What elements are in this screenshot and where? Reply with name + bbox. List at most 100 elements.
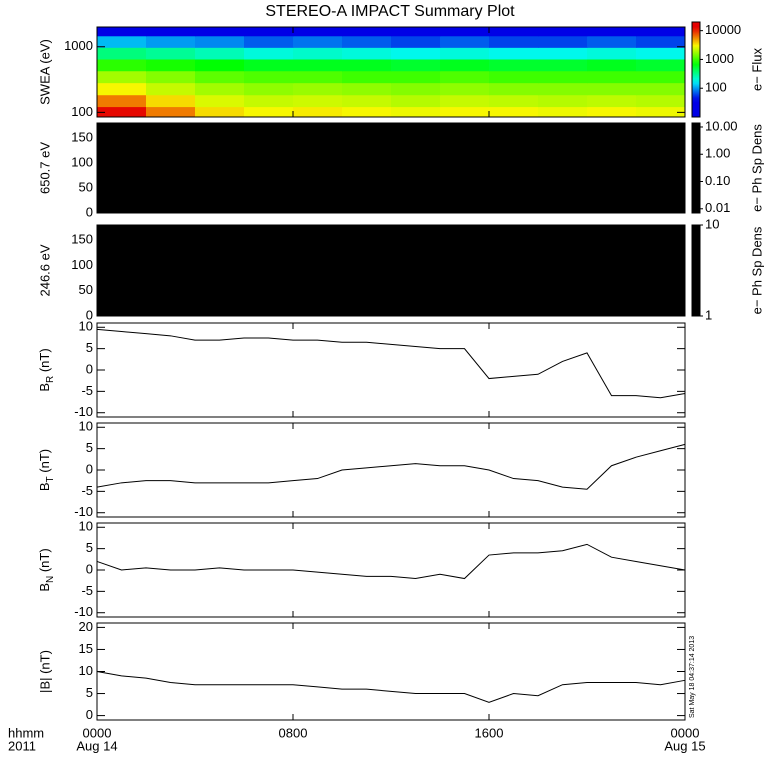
y-axis-label: BT (nT) bbox=[37, 449, 55, 491]
flux-cell bbox=[342, 70, 392, 84]
flux-cell bbox=[342, 58, 392, 72]
y-axis-label: |B| (nT) bbox=[37, 650, 52, 693]
flux-cell bbox=[97, 82, 147, 96]
flux-cell bbox=[391, 27, 441, 37]
axis-prefix: 2011 bbox=[8, 738, 36, 753]
date-label: Aug 14 bbox=[76, 738, 117, 753]
flux-cell bbox=[391, 82, 441, 96]
field-line bbox=[96, 443, 686, 490]
colorbar bbox=[691, 21, 701, 118]
flux-cell bbox=[538, 47, 588, 60]
flux-cell bbox=[587, 47, 637, 60]
flux-cell bbox=[489, 58, 539, 72]
y-axis-label: BR (nT) bbox=[37, 348, 55, 391]
flux-cell bbox=[195, 58, 245, 72]
panel-frame bbox=[96, 422, 686, 518]
colorbar-label: e− Ph Sp Dens bbox=[749, 226, 764, 314]
y-tick-label: 0 bbox=[86, 204, 93, 219]
plot-title: STEREO-A IMPACT Summary Plot bbox=[265, 3, 515, 20]
flux-cell bbox=[440, 106, 490, 118]
y-tick-label: -5 bbox=[81, 583, 93, 598]
flux-cell bbox=[244, 35, 294, 48]
flux-cell bbox=[97, 58, 147, 72]
empty-panel bbox=[97, 225, 685, 316]
flux-cell bbox=[146, 94, 196, 108]
flux-cell bbox=[538, 70, 588, 84]
flux-cell bbox=[587, 106, 637, 118]
empty-panel bbox=[97, 123, 685, 213]
y-axis-label: SWEA (eV) bbox=[37, 39, 52, 105]
flux-cell bbox=[391, 106, 441, 118]
y-axis-label: BN (nT) bbox=[37, 548, 55, 591]
flux-cell bbox=[293, 82, 343, 96]
flux-cell bbox=[636, 47, 686, 60]
y-tick-label: 150 bbox=[71, 129, 93, 144]
flux-cell bbox=[489, 70, 539, 84]
y-tick-label: 100 bbox=[71, 154, 93, 169]
y-axis-label: 246.6 eV bbox=[37, 244, 52, 296]
panel-frame bbox=[96, 26, 686, 118]
y-tick-label: 5 bbox=[86, 340, 93, 355]
y-tick-label: -10 bbox=[74, 404, 93, 419]
x-tick-label: 0000 bbox=[83, 725, 112, 740]
flux-cell bbox=[587, 70, 637, 84]
flux-cell bbox=[342, 47, 392, 60]
colorbar bbox=[691, 122, 701, 214]
flux-cell bbox=[146, 106, 196, 118]
flux-cell bbox=[440, 35, 490, 48]
flux-cell bbox=[440, 94, 490, 108]
y-tick-label: 0 bbox=[86, 561, 93, 576]
y-tick-label: 50 bbox=[79, 179, 93, 194]
flux-cell bbox=[440, 47, 490, 60]
flux-cell bbox=[244, 27, 294, 37]
flux-cell bbox=[342, 27, 392, 37]
y-label-unit: (nT) bbox=[37, 449, 52, 476]
flux-cell bbox=[391, 35, 441, 48]
colorbar-tick-label: 100 bbox=[705, 80, 727, 95]
y-tick-label: 15 bbox=[79, 641, 93, 656]
flux-cell bbox=[489, 94, 539, 108]
colorbar-tick-label: 10000 bbox=[705, 22, 741, 37]
flux-cell bbox=[97, 27, 147, 37]
flux-cell bbox=[391, 47, 441, 60]
colorbar-tick-label: 1 bbox=[705, 307, 712, 322]
flux-cell bbox=[636, 106, 686, 118]
timestamp: Sat May 18 04:37:14 2013 bbox=[689, 636, 696, 718]
flux-cell bbox=[587, 82, 637, 96]
colorbar-label: e− Ph Sp Dens bbox=[749, 124, 764, 212]
y-tick-label: 10 bbox=[79, 419, 93, 434]
y-tick-label: 5 bbox=[86, 540, 93, 555]
panel-frame bbox=[96, 224, 686, 317]
flux-cell bbox=[636, 94, 686, 108]
flux-cell bbox=[538, 35, 588, 48]
y-tick-label: 100 bbox=[71, 104, 93, 119]
flux-cell bbox=[489, 35, 539, 48]
y-axis-label: 650.7 eV bbox=[37, 142, 52, 194]
flux-cell bbox=[636, 35, 686, 48]
y-tick-label: 0 bbox=[86, 361, 93, 376]
flux-cell bbox=[391, 58, 441, 72]
colorbar-tick-label: 0.01 bbox=[705, 200, 730, 215]
flux-cell bbox=[538, 82, 588, 96]
field-line bbox=[96, 671, 686, 703]
field-line bbox=[96, 543, 686, 580]
y-label-unit: (nT) bbox=[37, 548, 52, 575]
flux-cell bbox=[146, 35, 196, 48]
flux-cell bbox=[146, 58, 196, 72]
flux-cell bbox=[538, 106, 588, 118]
colorbar bbox=[691, 224, 701, 317]
flux-cell bbox=[391, 70, 441, 84]
y-tick-label: 50 bbox=[79, 282, 93, 297]
flux-cell bbox=[97, 94, 147, 108]
flux-cell bbox=[293, 47, 343, 60]
y-label-main: B bbox=[37, 583, 52, 592]
flux-cell bbox=[244, 82, 294, 96]
flux-cell bbox=[293, 58, 343, 72]
colorbar-tick-label: 1.00 bbox=[705, 146, 730, 161]
flux-cell bbox=[195, 106, 245, 118]
y-tick-label: 100 bbox=[71, 257, 93, 272]
flux-cell bbox=[636, 58, 686, 72]
field-line bbox=[96, 328, 686, 399]
colorbar-tick-label: 10 bbox=[705, 216, 719, 231]
